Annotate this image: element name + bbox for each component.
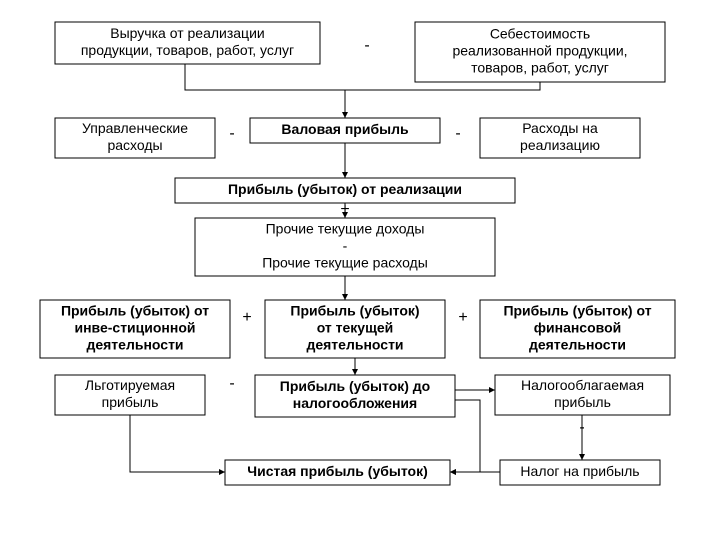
node-cost-line-0: Себестоимость	[490, 26, 590, 42]
node-pretax-line-0: Прибыль (убыток) до	[280, 378, 431, 394]
node-admin: Управленческиерасходы	[55, 118, 215, 158]
node-selling-line-0: Расходы на	[522, 120, 598, 136]
node-taxable: Налогооблагаемаяприбыль	[495, 375, 670, 415]
node-other-line-1: -	[343, 238, 348, 254]
node-taxable-line-0: Налогооблагаемая	[521, 377, 644, 393]
node-taxable-line-1: прибыль	[554, 394, 611, 410]
node-current-line-0: Прибыль (убыток)	[290, 303, 419, 319]
node-sales_pl: Прибыль (убыток) от реализации	[175, 178, 515, 203]
operator-op8: -	[579, 419, 584, 436]
node-finance-line-0: Прибыль (убыток) от	[503, 303, 651, 319]
node-selling-line-1: реализацию	[520, 137, 600, 153]
operator-op2: -	[229, 125, 234, 142]
node-finance-line-2: деятельности	[529, 337, 626, 353]
node-admin-line-1: расходы	[107, 137, 162, 153]
node-current-line-1: от текущей	[317, 320, 394, 336]
node-current-line-2: деятельности	[306, 337, 403, 353]
node-cost-line-2: товаров, работ, услуг	[471, 60, 609, 76]
node-net-line-0: Чистая прибыль (убыток)	[247, 463, 427, 479]
node-finance: Прибыль (убыток) отфинансовойдеятельност…	[480, 300, 675, 358]
node-finance-line-1: финансовой	[534, 320, 621, 336]
node-other: Прочие текущие доходы-Прочие текущие рас…	[195, 218, 495, 276]
node-cost-line-1: реализованной продукции,	[452, 43, 627, 59]
operator-op5: +	[242, 309, 251, 326]
operator-op7: -	[229, 375, 234, 392]
node-other-line-2: Прочие текущие расходы	[262, 255, 428, 271]
node-tax: Налог на прибыль	[500, 460, 660, 485]
operator-op6: +	[458, 309, 467, 326]
connector-10	[130, 415, 225, 472]
node-exempt-line-0: Льготируемая	[85, 377, 175, 393]
node-gross: Валовая прибыль	[250, 118, 440, 143]
node-gross-line-0: Валовая прибыль	[281, 121, 409, 137]
node-other-line-0: Прочие текущие доходы	[266, 221, 425, 237]
node-sales_pl-line-0: Прибыль (убыток) от реализации	[228, 181, 462, 197]
node-revenue: Выручка от реализациипродукции, товаров,…	[55, 22, 320, 64]
node-exempt: Льготируемаяприбыль	[55, 375, 205, 415]
node-net: Чистая прибыль (убыток)	[225, 460, 450, 485]
node-tax-line-0: Налог на прибыль	[520, 463, 639, 479]
node-revenue-line-0: Выручка от реализации	[110, 25, 264, 41]
node-revenue-line-1: продукции, товаров, работ, услуг	[81, 42, 294, 58]
operator-op4: +	[340, 201, 349, 218]
node-invest: Прибыль (убыток) отинве-стиционнойдеятел…	[40, 300, 230, 358]
node-pretax-line-1: налогообложения	[293, 395, 417, 411]
flowchart-canvas: Выручка от реализациипродукции, товаров,…	[0, 0, 720, 540]
node-invest-line-2: деятельности	[86, 337, 183, 353]
node-cost: Себестоимостьреализованной продукции,тов…	[415, 22, 665, 82]
node-admin-line-0: Управленческие	[82, 120, 188, 136]
node-pretax: Прибыль (убыток) доналогообложения	[255, 375, 455, 417]
node-invest-line-1: инве-стиционной	[74, 320, 195, 336]
node-current: Прибыль (убыток)от текущейдеятельности	[265, 300, 445, 358]
node-selling: Расходы нареализацию	[480, 118, 640, 158]
operator-op1: -	[364, 37, 369, 54]
node-exempt-line-1: прибыль	[102, 394, 159, 410]
operator-op3: -	[455, 125, 460, 142]
node-invest-line-0: Прибыль (убыток) от	[61, 303, 209, 319]
